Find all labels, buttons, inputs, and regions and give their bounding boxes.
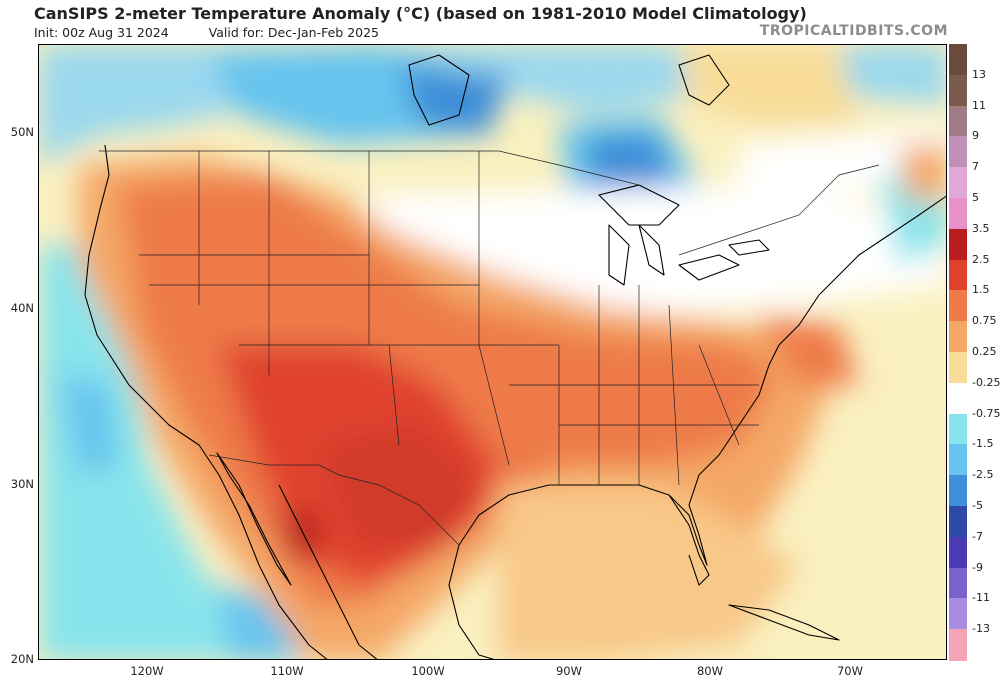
color-scale-label: 0.25: [972, 345, 997, 358]
color-scale-cell: [949, 105, 967, 138]
color-scale-label: -7: [972, 529, 983, 543]
color-scale-cell: [949, 413, 967, 446]
lon-label-100w: 100W: [411, 664, 445, 678]
color-scale-label: 13: [972, 67, 986, 81]
color-scale-label: -13: [972, 622, 990, 636]
color-scale-label: -9: [972, 560, 983, 574]
color-scale-cell: [949, 629, 967, 661]
color-scale-bar: [949, 44, 967, 661]
color-scale-label: -1.5: [972, 437, 994, 451]
color-scale-label: -2.5: [972, 468, 994, 482]
lon-label-110w: 110W: [270, 664, 304, 678]
color-scale-cell: [949, 536, 967, 569]
lon-label-70w: 70W: [836, 664, 863, 678]
map-title: CanSIPS 2-meter Temperature Anomaly (°C)…: [34, 4, 807, 23]
color-scale-cell: [949, 567, 967, 600]
color-scale-cell: [949, 167, 967, 199]
color-scale-label: 5: [972, 191, 979, 204]
political-borders: [99, 150, 880, 546]
lat-label-20n: 20N: [10, 652, 34, 666]
anomaly-map: [38, 44, 947, 660]
color-scale-cell: [949, 444, 967, 477]
map-canvas: [39, 45, 946, 659]
lon-label-90w: 90W: [555, 664, 582, 678]
color-scale-cell: [949, 598, 967, 631]
color-scale-cell: [949, 506, 967, 538]
color-scale-label: -5: [972, 499, 983, 512]
color-scale-cell: [949, 136, 967, 169]
color-scale-cell: [949, 352, 967, 384]
color-scale-cell: [949, 74, 967, 107]
color-scale-label: 0.75: [972, 314, 997, 328]
color-scale-label: 7: [972, 160, 979, 174]
color-scale-label: 11: [972, 98, 986, 112]
color-scale-cell: [949, 290, 967, 323]
color-scale-cell: [949, 475, 967, 507]
coastlines: [84, 54, 946, 659]
color-scale-label: -11: [972, 591, 990, 605]
valid-period: Valid for: Dec-Jan-Feb 2025: [208, 25, 380, 40]
lat-label-40n: 40N: [10, 301, 34, 315]
color-scale-cell: [949, 321, 967, 353]
color-scale-cell: [949, 382, 967, 415]
color-scale-cell: [949, 198, 967, 230]
color-scale-label: 3.5: [972, 221, 990, 235]
color-scale-label: 9: [972, 129, 979, 143]
color-scale-cell: [949, 228, 967, 261]
color-scale-cell: [949, 259, 967, 292]
init-time: Init: 00z Aug 31 2024: [34, 25, 169, 40]
color-scale-label: -0.75: [972, 406, 1000, 420]
lon-label-80w: 80W: [696, 664, 723, 678]
color-scale-cell: [949, 44, 967, 76]
color-scale-label: -0.25: [972, 375, 1000, 389]
lat-label-30n: 30N: [10, 477, 34, 491]
watermark: TROPICALTIDBITS.COM: [759, 23, 948, 39]
color-scale-label: 2.5: [972, 252, 990, 266]
lat-label-50n: 50N: [10, 125, 34, 139]
lon-label-120w: 120W: [130, 664, 164, 678]
map-subtitle: Init: 00z Aug 31 2024 Valid for: Dec-Jan…: [34, 25, 415, 40]
color-scale-label: 1.5: [972, 283, 990, 297]
